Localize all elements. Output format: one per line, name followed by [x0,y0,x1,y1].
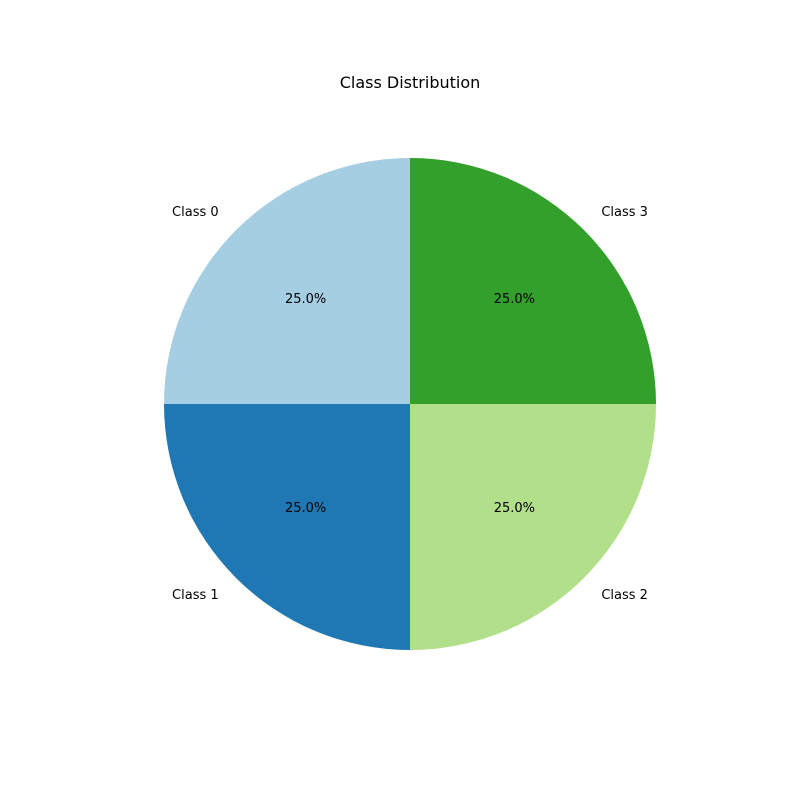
pie-slice-class-0 [164,158,410,404]
percent-label: 25.0% [494,292,535,307]
pie-slice-class-3 [410,158,656,404]
pie-slices [164,158,656,650]
percent-label: 25.0% [494,501,535,516]
category-label: Class 3 [601,205,648,220]
percent-label: 25.0% [285,292,326,307]
percent-label: 25.0% [285,501,326,516]
category-label: Class 1 [172,588,219,603]
category-label: Class 2 [601,588,648,603]
pie-slice-class-1 [164,404,410,650]
pie-labels: Class 0 25.0% Class 1 25.0% Class 2 25.0% Clas… [172,205,648,603]
pie-slice-class-2 [410,404,656,650]
chart-title: Class Distribution [340,73,481,92]
category-label: Class 0 [172,205,219,220]
